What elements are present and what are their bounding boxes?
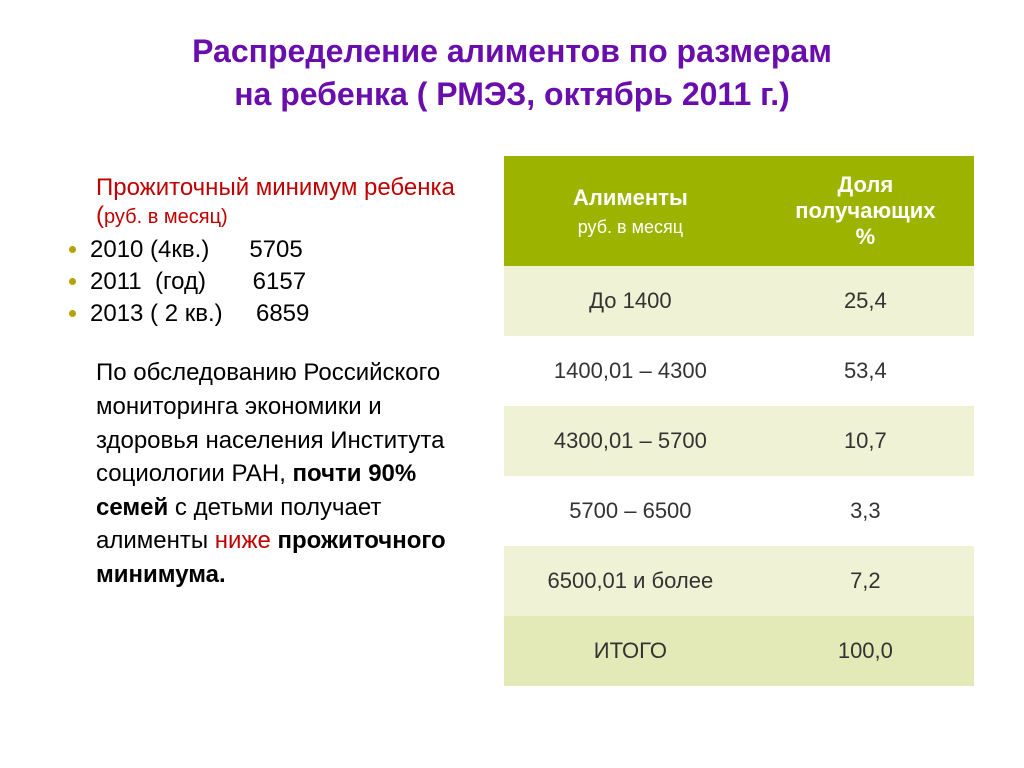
table-row: 5700 – 6500 3,3 bbox=[504, 476, 974, 546]
data-table: Алименты руб. в месяц Доля получающих % … bbox=[504, 156, 974, 686]
table-row: До 1400 25,4 bbox=[504, 266, 974, 336]
list-item: 2013 ( 2 кв.) 6859 bbox=[90, 300, 474, 328]
title-line-1: Распределение алиментов по размерам bbox=[192, 33, 832, 69]
table-row: 4300,01 – 5700 10,7 bbox=[504, 406, 974, 476]
table-header-row: Алименты руб. в месяц Доля получающих % bbox=[504, 156, 974, 266]
para-red1: ниже bbox=[215, 527, 271, 554]
cell-range-3: 5700 – 6500 bbox=[504, 476, 757, 546]
cell-range-2: 4300,01 – 5700 bbox=[504, 406, 757, 476]
title-line-2: на ребенка ( РМЭЗ, октябрь 2011 г.) bbox=[234, 76, 790, 112]
table-row: 1400,01 – 4300 53,4 bbox=[504, 336, 974, 406]
year-2: 2013 ( 2 кв.) 6859 bbox=[90, 300, 309, 327]
cell-range-0: До 1400 bbox=[504, 266, 757, 336]
left-column: Прожиточный минимум ребенка (руб. в меся… bbox=[50, 156, 474, 686]
paragraph: По обследованию Российского мониторинга … bbox=[96, 356, 474, 591]
years-list: 2010 (4кв.) 5705 2011 (год) 6157 2013 ( … bbox=[90, 236, 474, 328]
col0-line1: Алименты bbox=[512, 185, 749, 211]
table-row: 6500,01 и более 7,2 bbox=[504, 546, 974, 616]
cell-range-1: 1400,01 – 4300 bbox=[504, 336, 757, 406]
table-footer-row: ИТОГО 100,0 bbox=[504, 616, 974, 686]
subheading: Прожиточный минимум ребенка (руб. в меся… bbox=[96, 174, 474, 230]
footer-value: 100,0 bbox=[757, 616, 974, 686]
footer-label: ИТОГО bbox=[504, 616, 757, 686]
cell-range-4: 6500,01 и более bbox=[504, 546, 757, 616]
right-column: Алименты руб. в месяц Доля получающих % … bbox=[504, 156, 974, 686]
table-body: До 1400 25,4 1400,01 – 4300 53,4 4300,01… bbox=[504, 266, 974, 686]
cell-share-3: 3,3 bbox=[757, 476, 974, 546]
slide-title: Распределение алиментов по размерам на р… bbox=[50, 30, 974, 116]
col1-line3: % bbox=[765, 224, 966, 250]
col1-line2: получающих bbox=[765, 198, 966, 224]
cell-share-2: 10,7 bbox=[757, 406, 974, 476]
col-header-0: Алименты руб. в месяц bbox=[504, 156, 757, 266]
para-p3 bbox=[271, 527, 278, 554]
content-row: Прожиточный минимум ребенка (руб. в меся… bbox=[50, 156, 974, 686]
subheading-small: руб. в месяц) bbox=[104, 206, 228, 228]
col0-line2: руб. в месяц bbox=[512, 217, 749, 238]
col1-line1: Доля bbox=[765, 172, 966, 198]
year-0: 2010 (4кв.) 5705 bbox=[90, 236, 303, 263]
year-1: 2011 (год) 6157 bbox=[90, 268, 306, 295]
cell-share-1: 53,4 bbox=[757, 336, 974, 406]
list-item: 2010 (4кв.) 5705 bbox=[90, 236, 474, 264]
cell-share-0: 25,4 bbox=[757, 266, 974, 336]
col-header-1: Доля получающих % bbox=[757, 156, 974, 266]
list-item: 2011 (год) 6157 bbox=[90, 268, 474, 296]
cell-share-4: 7,2 bbox=[757, 546, 974, 616]
